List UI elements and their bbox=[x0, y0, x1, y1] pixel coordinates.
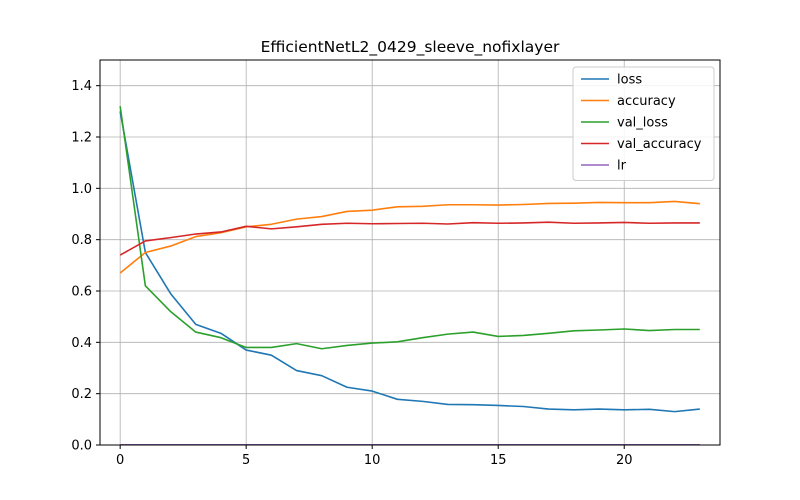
legend-label: accuracy bbox=[617, 94, 676, 109]
x-tick-label: 0 bbox=[116, 453, 124, 468]
series-line-loss bbox=[119, 111, 700, 413]
y-tick-label: 1.4 bbox=[71, 79, 92, 94]
legend-label: val_loss bbox=[617, 116, 668, 131]
x-tick-label: 15 bbox=[490, 453, 507, 468]
plot-frame bbox=[99, 59, 721, 446]
chart-title: EfficientNetL2_0429_sleeve_nofixlayer bbox=[261, 38, 560, 57]
y-tick-label: 1.0 bbox=[71, 182, 92, 197]
x-tick-label: 20 bbox=[616, 453, 633, 468]
series-line-val-loss bbox=[119, 106, 700, 350]
legend-label: loss bbox=[617, 73, 642, 88]
y-tick-label: 0.8 bbox=[71, 233, 92, 248]
y-tick-label: 0.4 bbox=[71, 336, 92, 351]
y-tick-label: 0.2 bbox=[71, 387, 92, 402]
series-line-val-accuracy bbox=[119, 221, 700, 256]
axes: 0 5 10 15 20 0.0 0.2 0.4 0.6 0.8 1.0 1.2 1.4 bbox=[71, 79, 632, 468]
series-line-accuracy bbox=[119, 200, 700, 274]
x-tick-label: 10 bbox=[364, 453, 381, 468]
y-tick-label: 0.0 bbox=[71, 439, 92, 454]
legend-box bbox=[572, 66, 715, 181]
y-tick-label: 1.2 bbox=[71, 131, 92, 146]
y-tick-label: 0.6 bbox=[71, 285, 92, 300]
legend-label: val_accuracy bbox=[617, 137, 702, 152]
x-tick-label: 5 bbox=[242, 453, 250, 468]
legend-label: lr bbox=[617, 159, 627, 174]
